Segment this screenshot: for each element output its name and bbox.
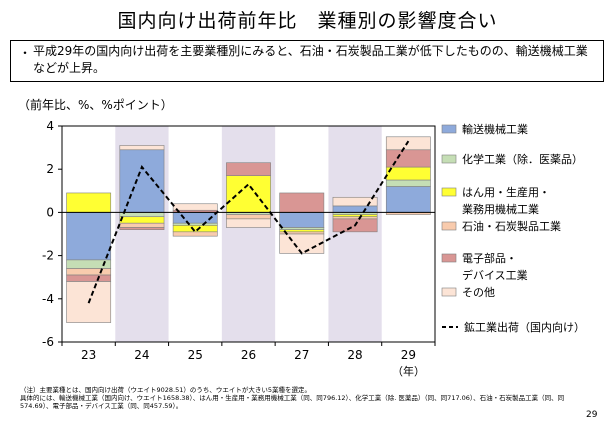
bar-24-series-1 — [119, 212, 165, 218]
legend-swatch-2 — [441, 187, 457, 197]
bar-28-series-5 — [332, 196, 378, 207]
summary-box: ・ 平成29年の国内向け出荷を主要業種別にみると、石油・石炭製品工業が低下したも… — [10, 40, 604, 82]
line-layer — [87, 140, 410, 304]
x-tick-label-27: 27 — [294, 348, 309, 362]
legend-label-1-0: 化学工業（除．医薬品） — [462, 152, 583, 166]
bar-24-series-2 — [119, 216, 165, 224]
y-tick-label-4: 4 — [46, 119, 54, 133]
bar-25-series-2 — [172, 225, 218, 233]
bar-28-series-0 — [332, 205, 378, 213]
bar-29-series-5 — [385, 136, 431, 151]
y-tick-label--2: -2 — [42, 249, 54, 263]
legend-label-0-0: 輸送機械工業 — [462, 122, 528, 136]
bar-27-series-2 — [279, 229, 325, 233]
bar-23-series-4 — [66, 274, 112, 282]
shaded-band-28 — [328, 126, 382, 342]
bar-23-series-3 — [66, 268, 112, 276]
y-tick-label--4: -4 — [42, 292, 54, 306]
legend-label-4-1: デバイス工業 — [462, 268, 528, 282]
note-line-3: 574.69）、電子部品・デバイス工業（同、同457.59）。 — [20, 402, 183, 410]
y-tick-label-0: 0 — [46, 205, 54, 219]
legend-swatch-1 — [441, 154, 457, 164]
line-series-shipments — [87, 140, 410, 304]
legend-label-line: 鉱工業出荷（国内向け） — [464, 320, 585, 334]
bar-26-series-5 — [226, 218, 271, 228]
bar-23-series-2 — [66, 192, 112, 213]
bar-26-series-3 — [226, 214, 271, 220]
bar-24-series-4 — [119, 227, 165, 230]
note-line-2: 具体的には、輸送機械工業（国内向け、ウエイト1658.38）、はん用・生産用・業… — [20, 394, 565, 402]
bar-27-series-1 — [279, 227, 325, 230]
bar-29-series-1 — [385, 179, 431, 187]
legend-label-3-0: 石油・石炭製品工業 — [462, 219, 561, 233]
legend-swatch-5 — [441, 287, 457, 297]
y-axis-unit-label: （前年比、%、%ポイント） — [18, 98, 173, 112]
bar-25-series-1 — [172, 222, 218, 226]
bar-26-series-4 — [226, 162, 271, 176]
legend-label-4-0: 電子部品・ — [462, 251, 517, 265]
x-axis-unit-label: （年） — [392, 365, 425, 378]
bar-28-series-2 — [332, 214, 378, 218]
x-tick-label-24: 24 — [134, 348, 149, 362]
bar-24-series-3 — [119, 222, 165, 228]
y-tick-label-2: 2 — [46, 162, 54, 176]
legend-label-2-1: 業務用機械工業 — [462, 202, 539, 216]
x-tick-label-29: 29 — [401, 348, 416, 362]
bar-29-series-2 — [385, 166, 431, 181]
y-tick-label--6: -6 — [42, 335, 54, 349]
axis-layer: 4 2 0 -2 -4 -6 23 24 25 26 27 28 29 — [42, 119, 436, 362]
legend-swatch-3 — [441, 221, 457, 231]
plot-frame — [61, 125, 436, 343]
bar-27-series-4 — [279, 192, 325, 213]
bar-24-series-0 — [119, 149, 165, 213]
legend-label-5-0: その他 — [462, 286, 495, 299]
note-line-1: （注）主要業種とは、国内向け出荷（ウエイト9028.51）のうち、ウエイトが大き… — [20, 386, 312, 394]
x-tick-label-23: 23 — [81, 348, 96, 362]
bar-23-series-0 — [66, 212, 112, 261]
bar-24-series-5 — [119, 145, 165, 151]
bar-29-series-0 — [385, 186, 431, 213]
x-tick-label-25: 25 — [188, 348, 203, 362]
x-tick-label-26: 26 — [241, 348, 256, 362]
bar-25-series-5 — [172, 203, 218, 211]
bar-25-series-3 — [172, 231, 218, 237]
page-title: 国内向け出荷前年比 業種別の影響度合い — [117, 10, 498, 32]
bullet-mark: ・ — [19, 46, 32, 60]
bar-26-series-2 — [226, 175, 271, 213]
bar-layer — [66, 136, 431, 323]
legend-swatch-4 — [441, 253, 457, 263]
summary-text: 平成29年の国内向け出荷を主要業種別にみると、石油・石炭製品工業が低下したものの… — [33, 44, 588, 75]
shaded-band-26 — [221, 126, 276, 342]
x-tick-label-28: 28 — [347, 348, 362, 362]
shaded-band-layer — [115, 126, 382, 342]
page-number: 29 — [586, 410, 598, 420]
bar-27-series-5 — [279, 233, 325, 254]
legend-label-2-0: はん用・生産用・ — [462, 185, 550, 199]
bar-28-series-3 — [332, 216, 378, 220]
legend-swatch-0 — [441, 124, 457, 134]
bar-27-series-0 — [279, 212, 325, 228]
